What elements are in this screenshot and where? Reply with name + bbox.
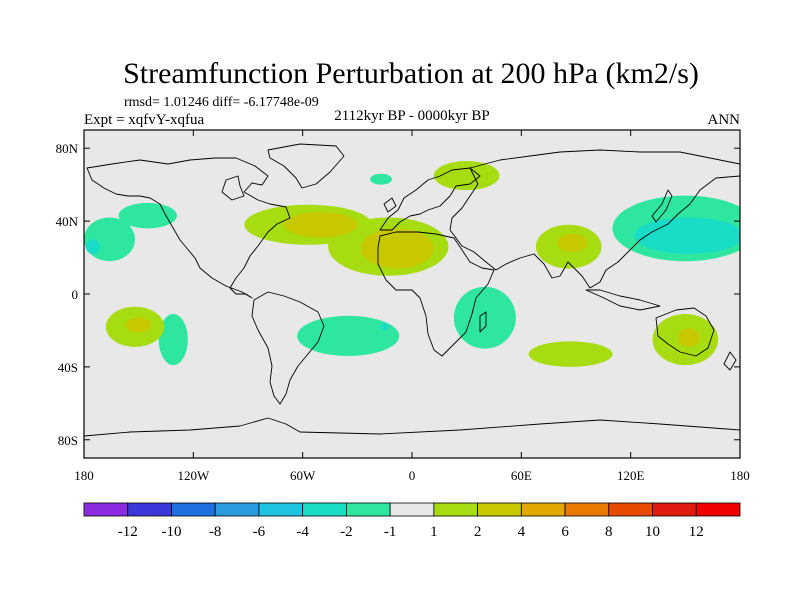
- x-tick-label: 180: [74, 468, 94, 483]
- colorbar-label: 6: [561, 524, 569, 540]
- y-tick-label: 80N: [56, 141, 79, 156]
- colorbar-swatch: [345, 502, 391, 517]
- experiment-label: Expt = xqfvY-xqfua: [84, 112, 204, 128]
- colorbar: -12 -10 -8 -6 -4 -2 -1 1 2 4 6 8 10 12: [83, 502, 741, 540]
- colorbar-label: -6: [253, 524, 266, 540]
- colorbar-label: -2: [340, 524, 353, 540]
- coast-uk: [383, 197, 397, 213]
- colorbar-label: 10: [645, 524, 660, 540]
- coast-madagascar: [479, 311, 487, 333]
- colorbar-label: 8: [605, 524, 613, 540]
- x-tick-label: 60E: [511, 468, 532, 483]
- coast-hudson-bay: [221, 175, 245, 201]
- map-background: [84, 130, 740, 458]
- colorbar-label: -4: [296, 524, 309, 540]
- colorbar-label: -10: [161, 524, 181, 540]
- colorbar-swatch: [652, 502, 697, 517]
- colorbar-label: -8: [209, 524, 222, 540]
- x-tick-label: 120E: [617, 468, 645, 483]
- y-tick-label: 40N: [56, 214, 79, 229]
- season-label: ANN: [708, 112, 741, 128]
- coast-greenland: [267, 143, 345, 189]
- coast-antarctica: [84, 417, 740, 458]
- contour-region-level-neg2-9: [381, 323, 389, 331]
- x-tick-label: 180: [730, 468, 750, 483]
- colorbar-swatch: [171, 502, 216, 517]
- colorbar-label: 1: [430, 524, 438, 540]
- contour-region-level-1-15: [528, 341, 613, 367]
- contour-region-level-neg2-8: [634, 217, 740, 254]
- coast-africa: [377, 231, 495, 357]
- coastlines: [84, 143, 740, 458]
- coast-europe: [379, 167, 481, 231]
- coast-indonesia: [585, 289, 661, 311]
- contour-region-level-2-19: [557, 233, 587, 253]
- colorbar-label: 4: [518, 524, 526, 540]
- contour-region-level-neg1-5: [370, 173, 392, 185]
- axes: 180 120W 60W 0 60E 120E 180 80N 40N 0 40S 80S: [56, 130, 750, 483]
- coast-australia: [655, 307, 715, 357]
- colorbar-swatch: [214, 502, 260, 517]
- colorbar-label: 12: [689, 524, 704, 540]
- y-tick-label: 80S: [58, 433, 78, 448]
- contour-region-level-2-21: [678, 328, 700, 347]
- contour-region-level-2-18: [360, 228, 434, 269]
- colorbar-swatch: [302, 502, 347, 517]
- contour-region-level-2-17: [284, 212, 358, 238]
- colorbar-swatch: [83, 502, 129, 517]
- y-tick-label: 40S: [58, 360, 78, 375]
- x-tick-label: 0: [409, 468, 416, 483]
- coast-japan: [651, 189, 673, 223]
- contour-region-level-neg2-7: [85, 239, 101, 254]
- contour-region-level-neg1-4: [453, 286, 516, 349]
- y-tick-label: 0: [72, 287, 79, 302]
- contour-region-level-neg1-1: [118, 202, 177, 229]
- subtitle: 2112kyr BP - 0000kyr BP: [334, 108, 490, 124]
- stats-text: rmsd= 1.01246 diff= -6.17748e-09: [124, 95, 319, 110]
- colorbar-label: 2: [474, 524, 482, 540]
- coast-south-america: [251, 291, 325, 405]
- colorbar-swatch: [389, 502, 435, 517]
- colorbar-swatch: [477, 502, 522, 517]
- colorbar-label: -12: [118, 524, 138, 540]
- colorbar-swatch: [564, 502, 610, 517]
- contour-region-level-neg1-2: [158, 314, 188, 366]
- coast-north-america: [86, 157, 291, 299]
- colorbar-swatch: [127, 502, 172, 517]
- chart-title: Streamfunction Perturbation at 200 hPa (…: [123, 57, 699, 90]
- colorbar-swatch: [433, 502, 479, 517]
- contour-region-level-2-20: [125, 317, 152, 333]
- coast-asia: [449, 149, 740, 289]
- contour-region-level-1-12: [433, 160, 500, 191]
- x-tick-label: 60W: [290, 468, 316, 483]
- colorbar-swatch: [258, 502, 304, 517]
- colorbar-label: -1: [384, 524, 397, 540]
- x-tick-label: 120W: [177, 468, 210, 483]
- coast-new-zealand: [723, 351, 737, 371]
- colorbar-swatch: [608, 502, 653, 517]
- colorbar-swatch: [695, 502, 741, 517]
- contour-region-level-neg1-3: [297, 315, 400, 356]
- colorbar-swatch: [520, 502, 566, 517]
